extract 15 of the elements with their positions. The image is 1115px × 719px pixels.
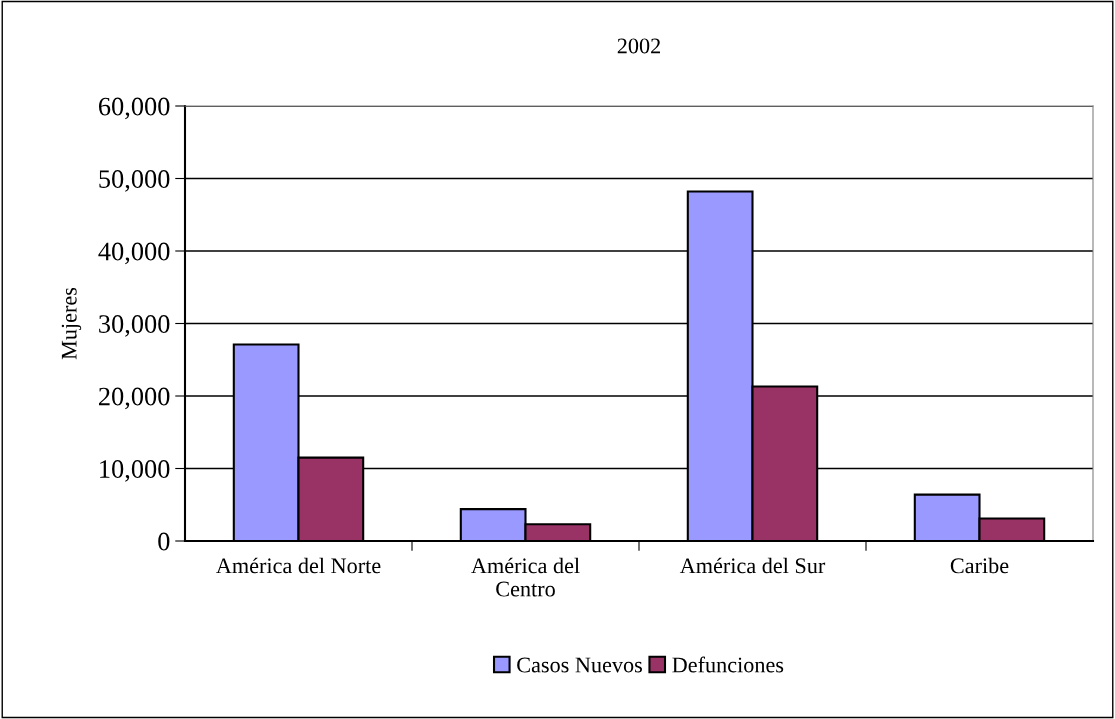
y-axis-title: Mujeres [61,287,82,360]
y-tick-label: 30,000 [99,315,170,337]
legend-label: Defunciones [672,656,784,673]
legend-label: Casos Nuevos [517,657,642,673]
x-tick-label: Caribe [950,557,1009,574]
x-tick-label: América del Centro [471,557,580,597]
x-tick-label: América del Norte [216,557,381,574]
x-tick-label: América del Sur [679,557,826,574]
y-tick-label: 20,000 [99,387,170,410]
y-tick-label: 40,000 [98,242,170,265]
y-tick-label: 10,000 [100,460,170,482]
y-tick-label: 50,000 [99,170,170,192]
y-tick-label: 60,000 [98,97,170,120]
chart-title: 2002 [617,38,660,54]
y-tick-label: 0 [158,532,170,551]
